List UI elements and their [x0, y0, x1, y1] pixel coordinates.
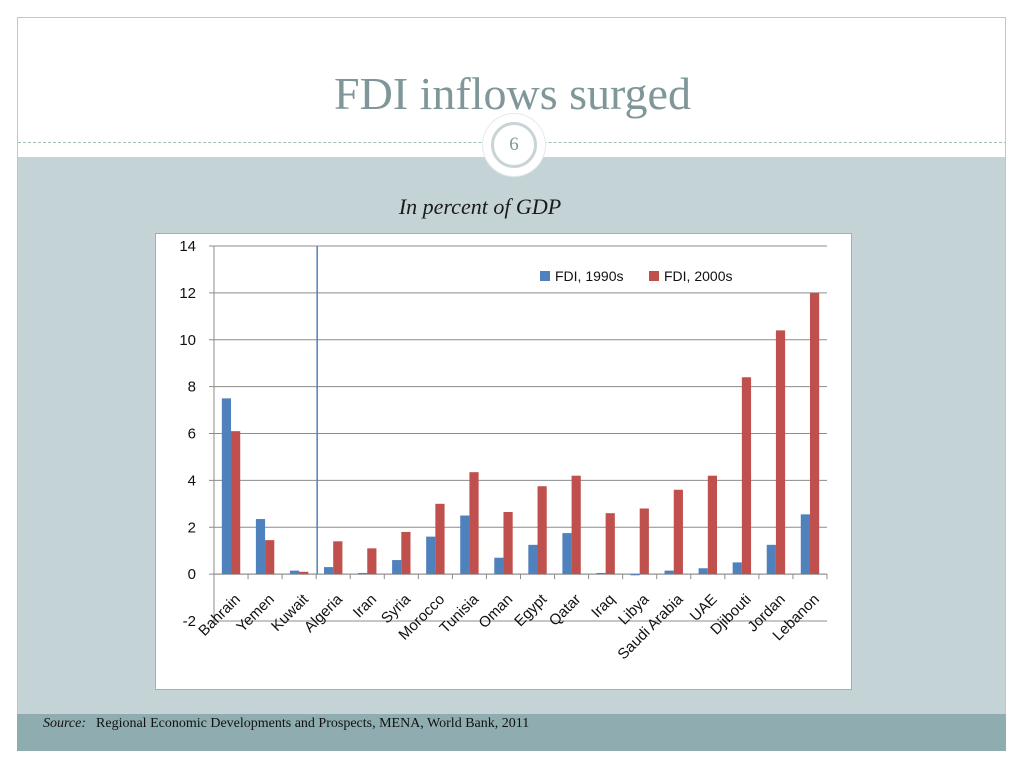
- bar-1990s: [494, 557, 504, 575]
- bar-1990s: [255, 519, 266, 575]
- bar-2000s: [469, 472, 479, 575]
- legend-label: FDI, 2000s: [664, 268, 732, 284]
- x-tick-label: Yemen: [233, 591, 278, 636]
- bar-1990s: [732, 562, 742, 575]
- y-tick-label: 4: [188, 472, 196, 489]
- x-tick-label: Iraq: [588, 591, 618, 621]
- y-tick-label: -2: [183, 613, 196, 630]
- x-tick-label: Tunisia: [436, 590, 482, 636]
- y-tick-label: 0: [188, 566, 196, 583]
- bar-2000s: [571, 475, 581, 575]
- page-number-badge: 6: [483, 114, 545, 176]
- bar-1990s: [596, 572, 606, 575]
- source-text: Regional Economic Developments and Prosp…: [96, 716, 530, 731]
- slide-title: FDI inflows surged: [334, 68, 691, 119]
- bar-2000s: [503, 512, 513, 575]
- legend-swatch: [649, 271, 659, 281]
- x-tick-label: Iran: [350, 591, 380, 621]
- x-tick-label: Qatar: [546, 591, 585, 630]
- bar-1990s: [460, 515, 470, 575]
- bar-2000s: [639, 508, 649, 575]
- bar-2000s: [299, 571, 309, 575]
- bar-1990s: [562, 533, 572, 575]
- bar-2000s: [265, 540, 275, 575]
- bar-2000s: [673, 489, 683, 575]
- x-tick-label: Egypt: [511, 590, 551, 630]
- bar-2000s: [537, 486, 547, 575]
- bar-1990s: [221, 398, 232, 575]
- y-tick-label: 12: [179, 285, 196, 302]
- bar-1990s: [698, 568, 708, 575]
- legend-label: FDI, 1990s: [555, 268, 623, 284]
- bar-2000s: [401, 531, 411, 575]
- bar-1990s: [630, 574, 640, 576]
- bar-2000s: [367, 548, 377, 575]
- x-tick-label: Bahrain: [195, 591, 244, 640]
- y-tick-label: 14: [179, 238, 196, 255]
- chart-subtitle: In percent of GDP: [398, 194, 562, 219]
- bar-1990s: [664, 570, 674, 575]
- y-tick-label: 10: [179, 332, 196, 349]
- bar-2000s: [605, 513, 615, 575]
- bar-2000s: [231, 431, 241, 575]
- bar-1990s: [426, 536, 436, 575]
- bar-1990s: [766, 544, 776, 575]
- bar-2000s: [435, 503, 445, 575]
- x-tick-label: Oman: [475, 591, 516, 632]
- y-tick-label: 8: [188, 379, 196, 396]
- source-label: Source:: [43, 716, 87, 731]
- y-tick-label: 6: [188, 426, 196, 443]
- chart-container: -2 0 2 4 6 8 10 12 14 Bahrain Yemen Kuwait Algeria Ir…: [155, 233, 852, 690]
- footer-bar: Source: Regional Economic Developments an…: [17, 714, 1006, 751]
- bar-1990s: [358, 572, 368, 575]
- bar-1990s: [323, 567, 334, 575]
- bar-1990s: [800, 514, 810, 575]
- legend-swatch: [540, 271, 550, 281]
- bar-2000s: [809, 292, 820, 575]
- bar-1990s: [289, 570, 300, 575]
- bar-2000s: [775, 330, 786, 575]
- bar-2000s: [741, 377, 752, 575]
- page-number: 6: [491, 122, 537, 168]
- source-citation: Source: Regional Economic Developments an…: [43, 716, 529, 732]
- x-tick-label: Algeria: [301, 590, 347, 636]
- bar-1990s: [528, 544, 538, 575]
- y-tick-label: 2: [188, 519, 196, 536]
- bar-1990s: [392, 560, 402, 575]
- bar-2000s: [333, 541, 343, 575]
- bar-2000s: [707, 475, 718, 575]
